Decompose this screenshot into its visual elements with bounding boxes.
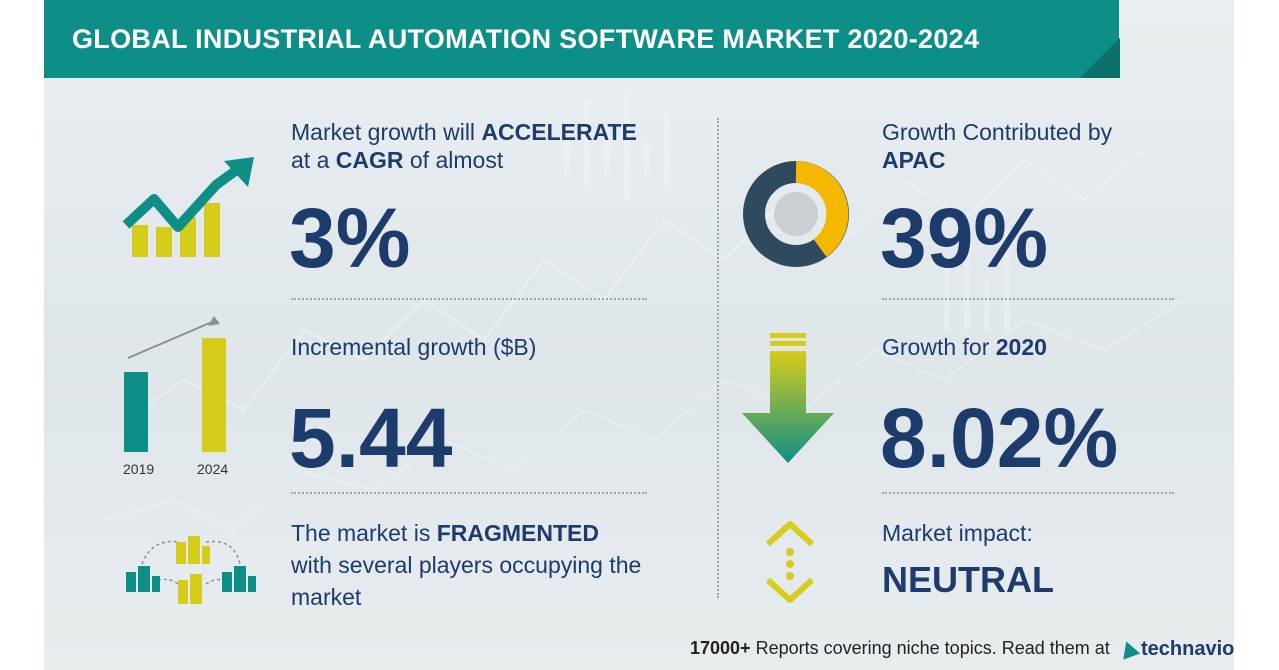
technavio-mark-icon [1117,638,1141,660]
title-banner [44,0,1119,78]
divider-left-1 [291,298,647,300]
column-divider [717,118,719,598]
divider-right-2 [882,492,1174,494]
growth-for-value: 8.02% [880,391,1119,485]
cagr-line: at a CAGR of almost [291,144,503,176]
fragmented-pre: The market is [291,520,437,546]
background-panel [44,0,1234,670]
year-end-label: 2024 [197,461,229,477]
divider-right-1 [882,298,1174,300]
footer-text: 17000+ Reports covering niche topics. Re… [690,638,1110,659]
cagr-bold: CAGR [335,147,404,173]
bar-growth-icon [124,316,226,452]
growth-bold: ACCELERATE [481,119,637,145]
footer-count: 17000+ [690,638,751,658]
cagr-value: 3% [289,191,411,285]
page-title: GLOBAL INDUSTRIAL AUTOMATION SOFTWARE MA… [72,24,980,54]
cagr-pre: at a [291,147,336,173]
growth-line-1: Market growth will ACCELERATE [291,116,637,148]
down-arrow-icon [742,333,834,463]
trend-chart-icon [122,157,254,257]
fragmented-line-2: with several players occupying the [291,552,642,578]
incremental-label: Incremental growth ($B) [291,334,537,360]
growth-pre: Market growth will [291,119,482,145]
growth-for-line: Growth for 2020 [882,331,1047,363]
contrib-line-1: Growth Contributed by [882,119,1113,145]
banner-fold [1080,38,1120,78]
divider-left-2 [291,492,647,494]
contrib-region: APAC [882,147,946,173]
incremental-value: 5.44 [289,391,453,485]
fragmented-line-3: market [291,584,362,610]
growth-for-year: 2020 [995,334,1047,360]
background-decoration [103,90,1185,531]
fragmented-line-1: The market is FRAGMENTED [291,517,599,549]
growth-for-label: Growth for [882,334,996,360]
cagr-post: of almost [403,147,504,173]
contrib-value: 39% [880,191,1049,285]
footer-message: Reports covering niche topics. Read them… [750,638,1110,658]
technavio-wordmark: technavio [1141,637,1235,660]
impact-label: Market impact: [882,520,1033,546]
technavio-logo[interactable]: technavio [1117,636,1235,662]
neutral-arrows-icon [765,521,815,603]
network-buildings-icon [126,536,256,604]
fragmented-bold: FRAGMENTED [436,520,599,546]
donut-icon [743,161,849,267]
impact-value: NEUTRAL [882,559,1054,600]
year-start-label: 2019 [123,461,155,477]
